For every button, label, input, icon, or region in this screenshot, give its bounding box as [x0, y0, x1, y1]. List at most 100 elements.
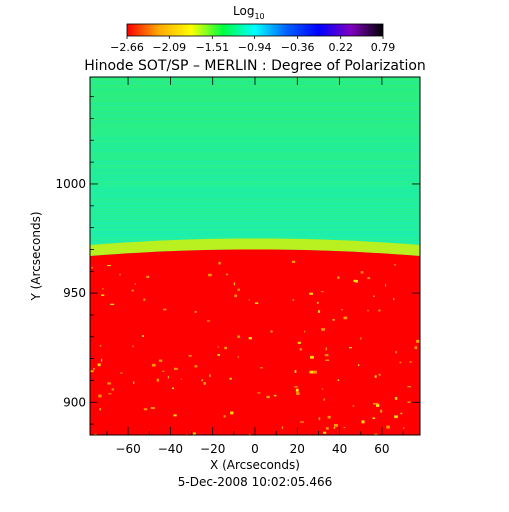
- speckle: [134, 283, 136, 285]
- x-tick-label: −40: [158, 442, 183, 456]
- speckle: [399, 361, 402, 364]
- speckle: [111, 388, 114, 391]
- texture-stripe: [90, 139, 420, 140]
- texture-stripe: [90, 201, 420, 202]
- texture-stripe: [90, 155, 420, 156]
- speckle: [373, 295, 375, 297]
- speckle: [318, 417, 321, 421]
- speckle: [120, 372, 123, 374]
- speckle: [309, 370, 314, 374]
- speckle: [324, 354, 329, 357]
- heatmap-texture: [90, 77, 420, 266]
- texture-stripe: [90, 87, 420, 88]
- speckle: [353, 279, 357, 283]
- speckle: [300, 421, 304, 423]
- speckle: [360, 337, 362, 340]
- texture-stripe: [90, 123, 420, 124]
- speckle: [367, 309, 369, 312]
- speckle: [237, 335, 241, 338]
- speckle: [226, 273, 229, 276]
- x-axis: −60 −40 −20 0 20 40 60: [106, 77, 404, 456]
- speckle: [291, 260, 296, 263]
- speckle: [209, 374, 211, 377]
- speckle: [234, 294, 238, 298]
- speckle: [393, 298, 395, 301]
- texture-stripe: [90, 237, 420, 238]
- speckle: [173, 414, 177, 417]
- speckle: [378, 309, 381, 312]
- speckle: [313, 370, 317, 374]
- speckle: [373, 402, 376, 405]
- texture-stripe: [90, 175, 420, 176]
- speckle: [292, 299, 295, 301]
- texture-stripe: [90, 119, 420, 120]
- colorbar-tick-label: 0.22: [328, 41, 353, 54]
- speckle: [281, 426, 283, 429]
- speckle: [217, 354, 220, 356]
- speckle: [310, 355, 314, 359]
- colorbar-ticks: −2.66 −2.09 −1.51 −0.94 −0.36 0.22 0.79: [110, 36, 395, 54]
- texture-stripe: [90, 93, 420, 94]
- speckle: [325, 347, 327, 351]
- y-axis-label: Y (Arcseconds): [29, 211, 43, 301]
- colorbar: [126, 23, 384, 37]
- speckle: [224, 346, 228, 350]
- speckle: [101, 294, 105, 296]
- speckle: [150, 407, 155, 410]
- speckle: [98, 394, 102, 398]
- speckle: [131, 289, 134, 292]
- speckle: [229, 377, 232, 380]
- texture-stripe: [90, 151, 420, 152]
- texture-stripe: [90, 171, 420, 172]
- speckle: [90, 370, 94, 373]
- speckle: [97, 363, 101, 367]
- x-axis-label: X (Arcseconds): [210, 458, 300, 472]
- colorbar-label: Log10: [233, 4, 265, 21]
- heatmap: [90, 77, 420, 435]
- speckle: [337, 276, 340, 279]
- speckle: [270, 330, 273, 333]
- speckle: [374, 433, 378, 435]
- texture-stripe: [90, 235, 420, 236]
- speckle: [380, 409, 383, 413]
- texture-stripe: [90, 99, 420, 100]
- texture-stripe: [90, 165, 420, 166]
- speckle: [143, 298, 146, 301]
- speckle: [296, 392, 300, 396]
- texture-stripe: [90, 141, 420, 142]
- speckle: [393, 264, 397, 266]
- texture-stripe: [90, 101, 420, 102]
- speckle: [93, 433, 97, 435]
- speckle: [304, 330, 306, 333]
- speckle: [192, 432, 196, 435]
- texture-stripe: [90, 223, 420, 224]
- speckle: [325, 427, 329, 430]
- y-tick-label: 1000: [55, 177, 86, 191]
- speckle: [295, 388, 299, 392]
- texture-stripe: [90, 185, 420, 186]
- speckle: [174, 367, 178, 370]
- speckle: [385, 283, 387, 287]
- texture-stripe: [90, 219, 420, 220]
- texture-stripe: [90, 149, 420, 150]
- texture-stripe: [90, 205, 420, 206]
- speckle: [223, 415, 226, 418]
- speckle: [360, 271, 364, 274]
- speckle: [372, 417, 376, 419]
- speckle: [248, 337, 252, 340]
- speckle: [376, 404, 380, 407]
- speckle: [355, 280, 359, 283]
- speckle: [203, 382, 206, 385]
- speckle: [273, 394, 277, 397]
- speckle: [257, 392, 261, 394]
- texture-stripe: [90, 183, 420, 184]
- texture-stripe: [90, 117, 420, 118]
- speckle: [349, 347, 353, 349]
- speckle: [414, 346, 418, 349]
- texture-stripe: [90, 133, 420, 134]
- limb-glow: [90, 238, 420, 256]
- x-tick-label: 40: [332, 442, 347, 456]
- x-tick-label: 60: [374, 442, 389, 456]
- texture-stripe: [90, 135, 420, 136]
